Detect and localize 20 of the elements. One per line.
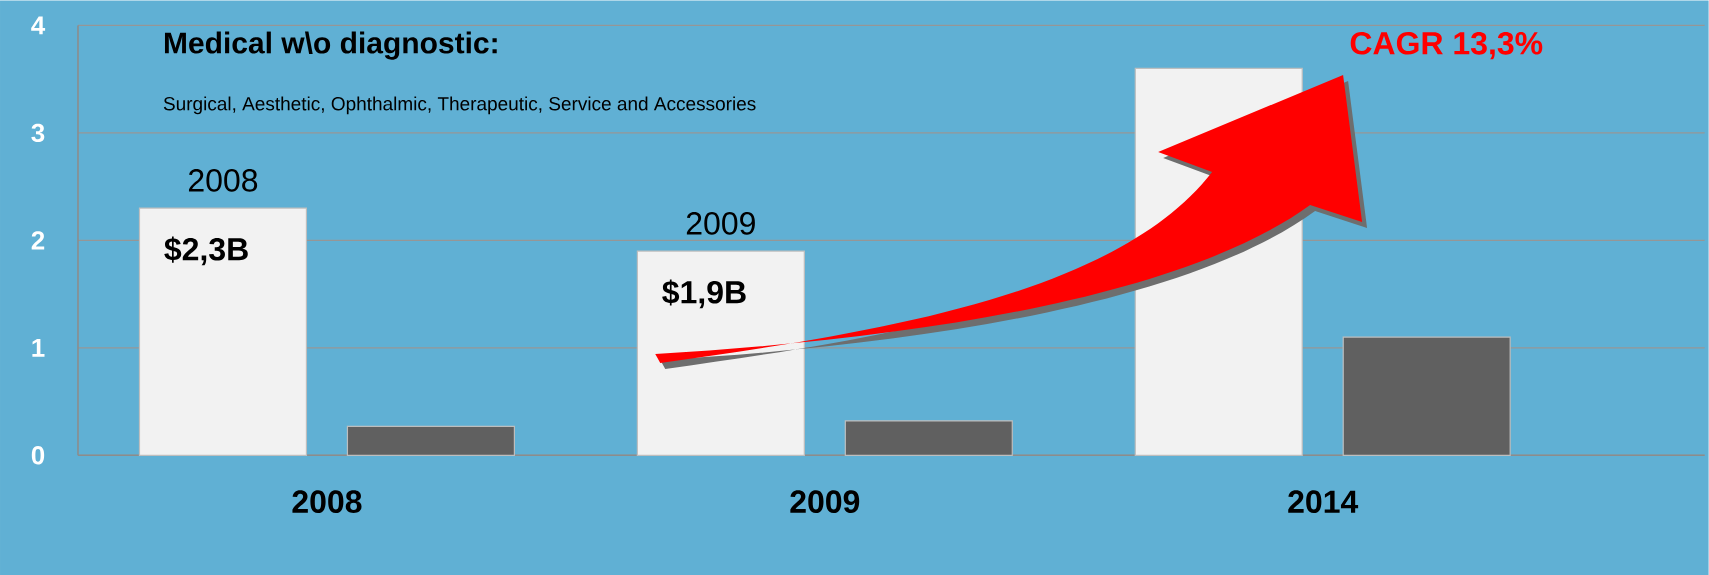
annotation: 2008 [188, 168, 258, 192]
data-label: $2,3B [164, 236, 248, 266]
data-label: $1,9B [662, 279, 746, 309]
text: Surgical, Aesthetic, Ophthalmic, Therapeutic, Service and Accessories [163, 96, 756, 115]
bar [636, 250, 805, 456]
annotation: 2009 [686, 211, 755, 235]
bar [844, 420, 1013, 456]
y-tick-label: 4 [31, 16, 46, 35]
bar [138, 207, 308, 456]
y-tick-label: 2 [31, 231, 45, 250]
x-tick-label: 2009 [790, 490, 860, 513]
x-tick-label: 2014 [1288, 490, 1359, 513]
y-tick-label: 1 [32, 338, 45, 357]
y-tick-label: 3 [31, 123, 45, 142]
bar [346, 425, 515, 456]
y-tick-label: 0 [31, 445, 45, 465]
x-tick-label: 2008 [292, 490, 362, 513]
bar [1342, 336, 1511, 456]
chart-title: Medical w\o diagnostic: [164, 31, 497, 60]
annotation: CAGR 13,3% [1350, 31, 1543, 60]
